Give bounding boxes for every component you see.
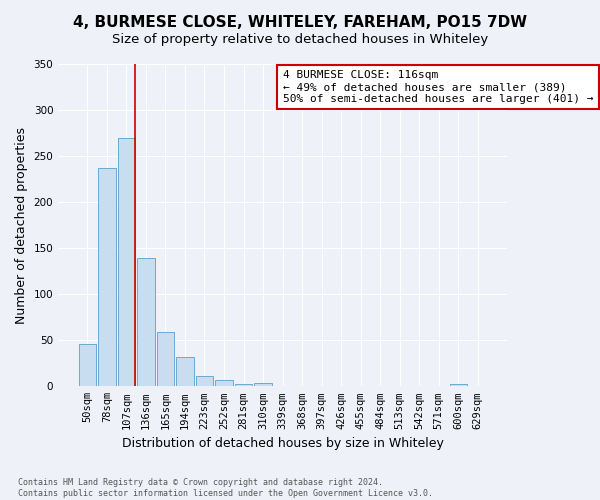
Bar <box>215 380 233 386</box>
Text: 4 BURMESE CLOSE: 116sqm
← 49% of detached houses are smaller (389)
50% of semi-d: 4 BURMESE CLOSE: 116sqm ← 49% of detache… <box>283 70 593 104</box>
Text: Contains HM Land Registry data © Crown copyright and database right 2024.
Contai: Contains HM Land Registry data © Crown c… <box>18 478 433 498</box>
X-axis label: Distribution of detached houses by size in Whiteley: Distribution of detached houses by size … <box>122 437 443 450</box>
Bar <box>254 382 272 386</box>
Bar <box>449 384 467 386</box>
Bar <box>157 332 174 386</box>
Bar <box>235 384 253 386</box>
Bar <box>196 376 213 386</box>
Bar <box>118 138 135 386</box>
Y-axis label: Number of detached properties: Number of detached properties <box>15 126 28 324</box>
Bar <box>98 168 116 386</box>
Bar <box>79 344 96 387</box>
Bar <box>137 258 155 386</box>
Text: Size of property relative to detached houses in Whiteley: Size of property relative to detached ho… <box>112 32 488 46</box>
Text: 4, BURMESE CLOSE, WHITELEY, FAREHAM, PO15 7DW: 4, BURMESE CLOSE, WHITELEY, FAREHAM, PO1… <box>73 15 527 30</box>
Bar <box>176 357 194 386</box>
